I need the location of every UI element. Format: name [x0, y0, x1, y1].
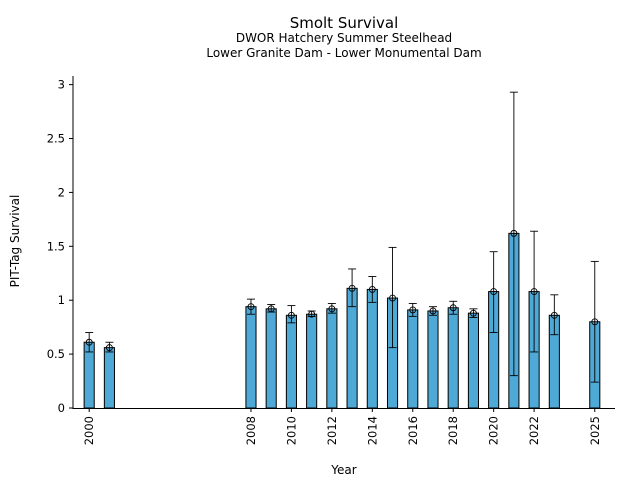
point-2015	[389, 294, 396, 302]
error-bar-2014	[368, 276, 377, 303]
point-2019	[469, 309, 477, 317]
bars-layer	[83, 232, 601, 409]
y-axis-label: PIT-Tag Survival	[8, 195, 22, 288]
point-2010	[287, 311, 295, 319]
bar-2019	[467, 312, 479, 409]
x-tick-label-2000: 2000	[82, 416, 96, 445]
bar-2008	[245, 306, 257, 409]
chart-subtitle-line-2: Lower Granite Dam - Lower Monumental Dam	[206, 46, 481, 60]
bar-2009	[265, 308, 277, 409]
error-bar-2020	[489, 251, 498, 333]
x-tick-label-2008: 2008	[244, 416, 258, 445]
bar-2012	[326, 308, 338, 409]
error-bar-2025	[590, 260, 599, 383]
error-bar-2015	[388, 246, 397, 349]
bar-2016	[407, 309, 419, 409]
point-2023	[550, 311, 558, 319]
y-tick-label-0: 0	[58, 401, 65, 415]
point-2009	[267, 305, 275, 313]
y-tick-label-2: 1	[58, 293, 65, 307]
bar-2014	[366, 288, 378, 409]
error-bar-2010	[287, 305, 296, 324]
point-2022	[530, 288, 538, 296]
x-tick-label-2025: 2025	[588, 416, 602, 445]
error-bar-2016	[408, 302, 417, 317]
x-tick-label-2012: 2012	[325, 416, 339, 445]
error-bars-layer	[85, 91, 599, 383]
error-bar-2023	[550, 294, 559, 336]
chart-title: Smolt Survival	[290, 14, 399, 32]
point-2008	[247, 303, 255, 311]
error-bar-2022	[530, 230, 539, 353]
bar-2018	[447, 307, 459, 409]
error-bar-2000	[85, 332, 94, 353]
bar-2017	[427, 310, 439, 409]
point-2016	[409, 306, 417, 314]
y-tick-label-3: 1.5	[47, 239, 65, 253]
x-ticks-layer: 2000 2008 2010 2012 2014 2016 2018 2020 2022 2025	[82, 408, 602, 445]
points-layer	[85, 229, 599, 352]
point-2012	[328, 305, 336, 313]
x-tick-label-2014: 2014	[365, 416, 379, 445]
bar-2010	[285, 314, 297, 409]
y-ticks-layer: 0 0.5 1 1.5 2 2.5 3	[47, 78, 73, 415]
error-bar-2008	[246, 298, 255, 315]
point-2020	[490, 288, 498, 296]
y-tick-label-4: 2	[58, 185, 65, 199]
x-tick-label-2016: 2016	[406, 416, 420, 445]
y-tick-label-1: 0.5	[47, 347, 65, 361]
point-2018	[449, 304, 457, 312]
point-2021	[510, 229, 518, 237]
bar-2001	[103, 347, 115, 409]
x-tick-label-2018: 2018	[446, 416, 460, 445]
bar-2011	[306, 313, 318, 409]
chart-subtitle-line-1: DWOR Hatchery Summer Steelhead	[236, 31, 452, 45]
x-axis-label: Year	[330, 463, 356, 477]
y-tick-label-6: 3	[58, 78, 65, 92]
error-bar-2021	[509, 91, 518, 377]
point-2000	[85, 338, 93, 346]
y-tick-label-5: 2.5	[47, 132, 65, 146]
point-2011	[308, 310, 316, 318]
x-tick-label-2020: 2020	[487, 416, 501, 445]
x-tick-label-2010: 2010	[284, 416, 298, 445]
error-bar-2018	[449, 300, 458, 315]
error-bar-2013	[348, 268, 357, 308]
x-tick-label-2022: 2022	[527, 416, 541, 445]
point-2013	[348, 284, 356, 292]
point-2001	[105, 344, 113, 352]
point-2017	[429, 307, 437, 315]
point-2014	[368, 285, 376, 293]
point-2025	[591, 318, 599, 326]
